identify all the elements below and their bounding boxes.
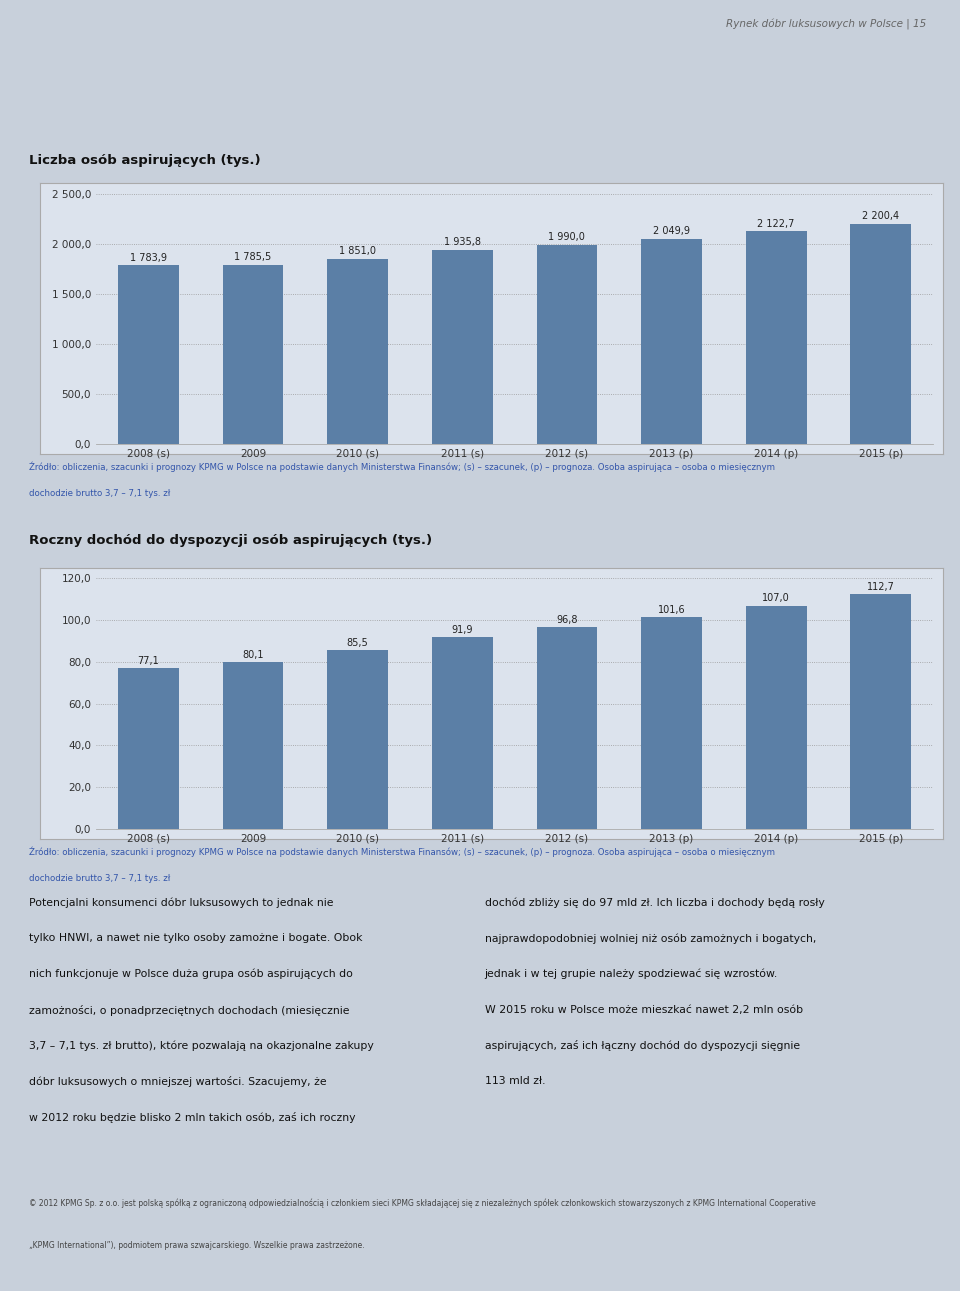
Bar (432, 636, 492, 829)
Bar (537, 245, 597, 444)
Text: Potencjalni konsumenci dóbr luksusowych to jednak nie: Potencjalni konsumenci dóbr luksusowych … (29, 897, 333, 908)
Text: 85,5: 85,5 (347, 638, 369, 648)
Bar (223, 265, 283, 444)
Bar (641, 617, 702, 829)
Text: 101,6: 101,6 (658, 604, 685, 615)
Text: zamożności, o ponadprzeciętnych dochodach (miesięcznie: zamożności, o ponadprzeciętnych dochodac… (29, 1004, 349, 1016)
Text: tylko HNWI, a nawet nie tylko osoby zamożne i bogate. Obok: tylko HNWI, a nawet nie tylko osoby zamo… (29, 933, 362, 942)
Text: „KPMG International”), podmiotem prawa szwajcarskiego. Wszelkie prawa zastrzeżon: „KPMG International”), podmiotem prawa s… (29, 1241, 365, 1250)
Text: 96,8: 96,8 (556, 615, 578, 625)
Text: dochodzie brutto 3,7 – 7,1 tys. zł: dochodzie brutto 3,7 – 7,1 tys. zł (29, 874, 170, 883)
Text: 1 785,5: 1 785,5 (234, 253, 272, 262)
Text: 113 mld zł.: 113 mld zł. (485, 1077, 545, 1086)
Text: dochodzie brutto 3,7 – 7,1 tys. zł: dochodzie brutto 3,7 – 7,1 tys. zł (29, 489, 170, 498)
Text: jednak i w tej grupie należy spodziewać się wzrostów.: jednak i w tej grupie należy spodziewać … (485, 968, 778, 980)
Bar (851, 223, 911, 444)
Text: dóbr luksusowych o mniejszej wartości. Szacujemy, że: dóbr luksusowych o mniejszej wartości. S… (29, 1077, 326, 1087)
Text: najprawdopodobniej wolniej niż osób zamożnych i bogatych,: najprawdopodobniej wolniej niż osób zamo… (485, 933, 816, 944)
Text: 1 783,9: 1 783,9 (130, 253, 167, 262)
Bar (327, 651, 388, 829)
Text: 2 200,4: 2 200,4 (862, 210, 900, 221)
Text: 77,1: 77,1 (137, 656, 159, 666)
Text: 112,7: 112,7 (867, 581, 895, 591)
Text: W 2015 roku w Polsce może mieszkać nawet 2,2 mln osób: W 2015 roku w Polsce może mieszkać nawet… (485, 1004, 803, 1015)
Text: 1 851,0: 1 851,0 (339, 245, 376, 256)
Text: 1 935,8: 1 935,8 (444, 238, 481, 248)
Bar (118, 667, 179, 829)
Text: dochód zbliży się do 97 mld zł. Ich liczba i dochody będą rosły: dochód zbliży się do 97 mld zł. Ich licz… (485, 897, 825, 908)
Text: 2 049,9: 2 049,9 (653, 226, 690, 236)
Bar (641, 239, 702, 444)
Bar (851, 594, 911, 829)
Text: © 2012 KPMG Sp. z o.o. jest polską spółką z ograniczoną odpowiedzialnością i czł: © 2012 KPMG Sp. z o.o. jest polską spółk… (29, 1198, 816, 1208)
Bar (327, 258, 388, 444)
Text: aspirujących, zaś ich łączny dochód do dyspozycji sięgnie: aspirujących, zaś ich łączny dochód do d… (485, 1041, 800, 1051)
Text: Źródło: obliczenia, szacunki i prognozy KPMG w Polsce na podstawie danych Minist: Źródło: obliczenia, szacunki i prognozy … (29, 847, 775, 857)
Bar (118, 266, 179, 444)
Bar (537, 627, 597, 829)
Bar (746, 605, 806, 829)
Text: w 2012 roku będzie blisko 2 mln takich osób, zaś ich roczny: w 2012 roku będzie blisko 2 mln takich o… (29, 1112, 355, 1123)
Text: Rynek dóbr luksusowych w Polsce | 15: Rynek dóbr luksusowych w Polsce | 15 (726, 18, 926, 30)
Bar (746, 231, 806, 444)
Bar (432, 250, 492, 444)
Text: 2 122,7: 2 122,7 (757, 218, 795, 229)
Text: 80,1: 80,1 (242, 649, 264, 660)
Text: 91,9: 91,9 (451, 625, 473, 635)
Text: nich funkcjonuje w Polsce duża grupa osób aspirujących do: nich funkcjonuje w Polsce duża grupa osó… (29, 968, 352, 980)
Text: 1 990,0: 1 990,0 (548, 232, 586, 241)
Text: Liczba osób aspirujących (tys.): Liczba osób aspirujących (tys.) (29, 154, 260, 167)
Text: Źródło: obliczenia, szacunki i prognozy KPMG w Polsce na podstawie danych Minist: Źródło: obliczenia, szacunki i prognozy … (29, 462, 775, 473)
Text: 3,7 – 7,1 tys. zł brutto), które pozwalają na okazjonalne zakupy: 3,7 – 7,1 tys. zł brutto), które pozwala… (29, 1041, 373, 1051)
Text: 107,0: 107,0 (762, 594, 790, 603)
Text: Roczny dochód do dyspozycji osób aspirujących (tys.): Roczny dochód do dyspozycji osób aspiruj… (29, 534, 432, 547)
Bar (223, 662, 283, 829)
